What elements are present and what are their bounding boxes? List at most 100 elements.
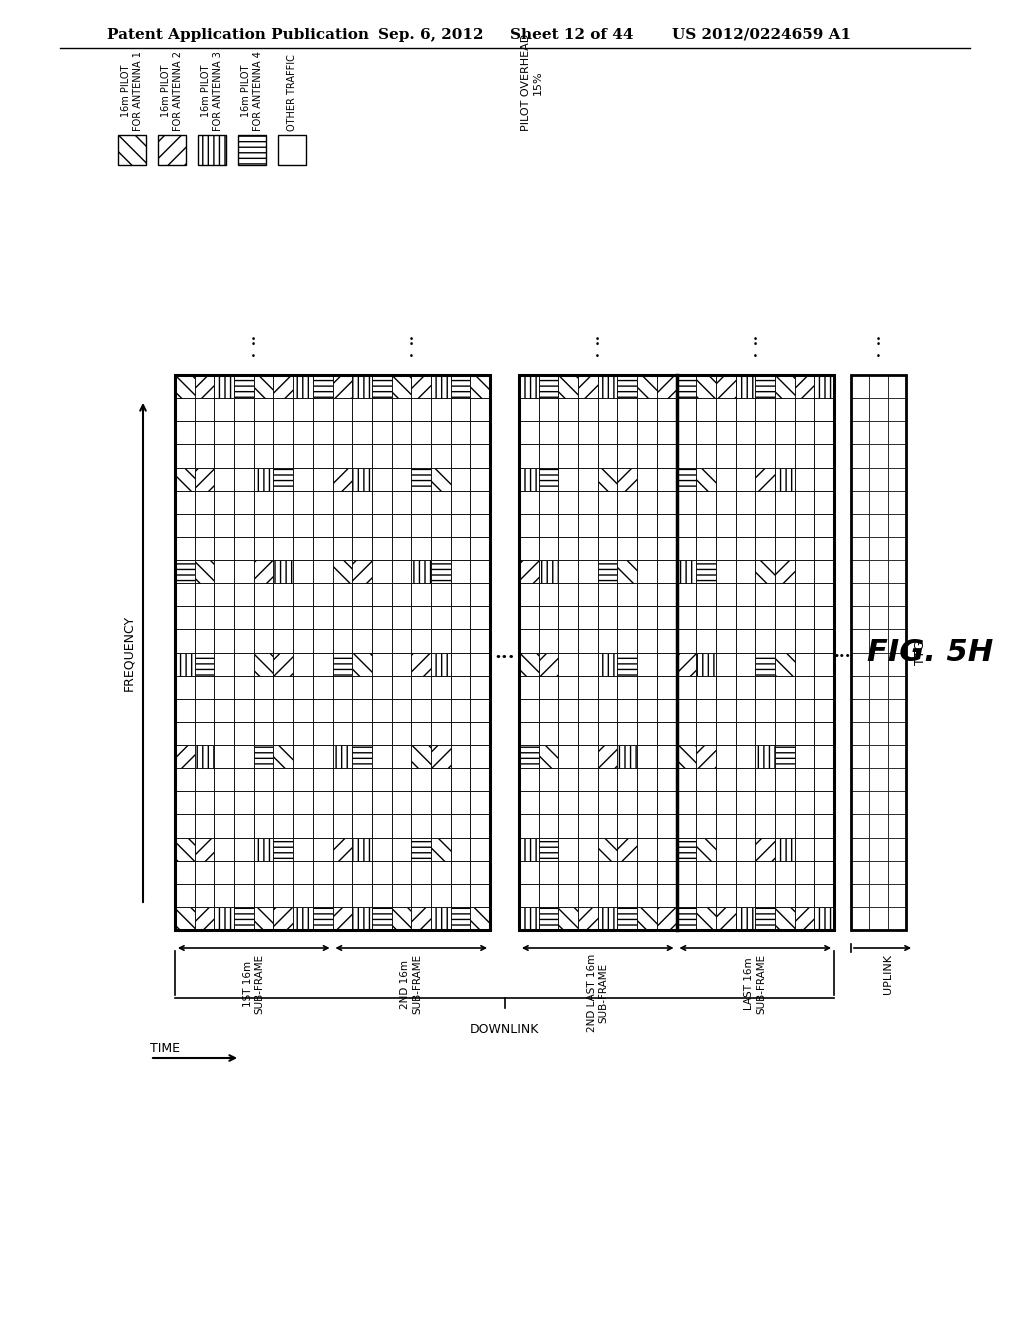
Bar <box>795 652 814 676</box>
Bar <box>656 445 677 467</box>
Bar <box>756 421 775 445</box>
Bar <box>195 768 214 791</box>
Bar <box>869 467 888 491</box>
Bar <box>795 907 814 931</box>
Bar <box>696 676 716 698</box>
Bar <box>677 560 696 583</box>
Bar <box>558 560 579 583</box>
Bar <box>519 676 539 698</box>
Text: :
.: : . <box>251 334 256 360</box>
Bar <box>372 537 391 560</box>
Bar <box>756 837 775 861</box>
Bar <box>333 791 352 814</box>
Bar <box>814 884 834 907</box>
Bar <box>372 907 391 931</box>
Bar <box>617 907 637 931</box>
Bar <box>352 375 372 399</box>
Bar <box>195 814 214 837</box>
Bar <box>579 467 598 491</box>
Bar <box>795 560 814 583</box>
Bar <box>519 606 539 630</box>
Bar <box>412 399 431 421</box>
Bar <box>756 467 775 491</box>
Bar <box>214 768 234 791</box>
Text: 16m PILOT
FOR ANTENNA 4: 16m PILOT FOR ANTENNA 4 <box>242 51 263 131</box>
Bar <box>539 560 558 583</box>
Bar <box>869 375 888 399</box>
Bar <box>451 698 470 722</box>
Bar <box>431 606 451 630</box>
Bar <box>254 907 273 931</box>
Bar <box>214 630 234 652</box>
Bar <box>558 676 579 698</box>
Bar <box>372 791 391 814</box>
Bar <box>716 583 735 606</box>
Bar <box>352 421 372 445</box>
Bar <box>558 861 579 884</box>
Bar <box>814 676 834 698</box>
Bar <box>735 791 756 814</box>
Bar <box>716 630 735 652</box>
Bar <box>431 722 451 744</box>
Bar <box>214 791 234 814</box>
Bar <box>273 421 293 445</box>
Bar <box>888 676 906 698</box>
Bar <box>851 861 869 884</box>
Bar <box>637 399 656 421</box>
Bar <box>312 583 333 606</box>
Bar <box>756 630 775 652</box>
Bar <box>431 837 451 861</box>
Bar <box>175 907 195 931</box>
Text: ...: ... <box>834 644 851 661</box>
Bar <box>431 676 451 698</box>
Bar <box>372 606 391 630</box>
Bar <box>888 445 906 467</box>
Bar <box>869 791 888 814</box>
Bar <box>637 445 656 467</box>
Bar <box>214 676 234 698</box>
Text: LAST 16m
SUB-FRAME: LAST 16m SUB-FRAME <box>744 954 766 1014</box>
Bar <box>814 907 834 931</box>
Bar <box>293 467 312 491</box>
Bar <box>412 676 431 698</box>
Bar <box>775 606 795 630</box>
Bar <box>539 884 558 907</box>
Bar <box>735 421 756 445</box>
Bar <box>617 583 637 606</box>
Bar <box>869 537 888 560</box>
Bar <box>656 837 677 861</box>
Bar <box>851 652 869 676</box>
Bar <box>814 583 834 606</box>
Bar <box>696 698 716 722</box>
Bar <box>869 560 888 583</box>
Bar <box>431 467 451 491</box>
Bar <box>412 467 431 491</box>
Bar <box>431 445 451 467</box>
Bar <box>677 445 696 467</box>
Bar <box>312 791 333 814</box>
Bar <box>451 467 470 491</box>
Bar <box>539 837 558 861</box>
Bar <box>254 722 273 744</box>
Bar <box>814 630 834 652</box>
Bar <box>195 698 214 722</box>
Bar <box>558 606 579 630</box>
Bar <box>451 537 470 560</box>
Bar <box>254 698 273 722</box>
Bar <box>391 676 412 698</box>
Bar <box>333 491 352 513</box>
Bar <box>412 537 431 560</box>
Bar <box>273 744 293 768</box>
Bar <box>312 652 333 676</box>
Bar <box>451 375 470 399</box>
Bar <box>175 630 195 652</box>
Bar <box>333 814 352 837</box>
Bar <box>195 791 214 814</box>
Bar <box>617 399 637 421</box>
Bar <box>451 884 470 907</box>
Bar <box>677 606 696 630</box>
Bar <box>175 467 195 491</box>
Bar <box>558 421 579 445</box>
Bar <box>451 837 470 861</box>
Bar <box>234 375 254 399</box>
